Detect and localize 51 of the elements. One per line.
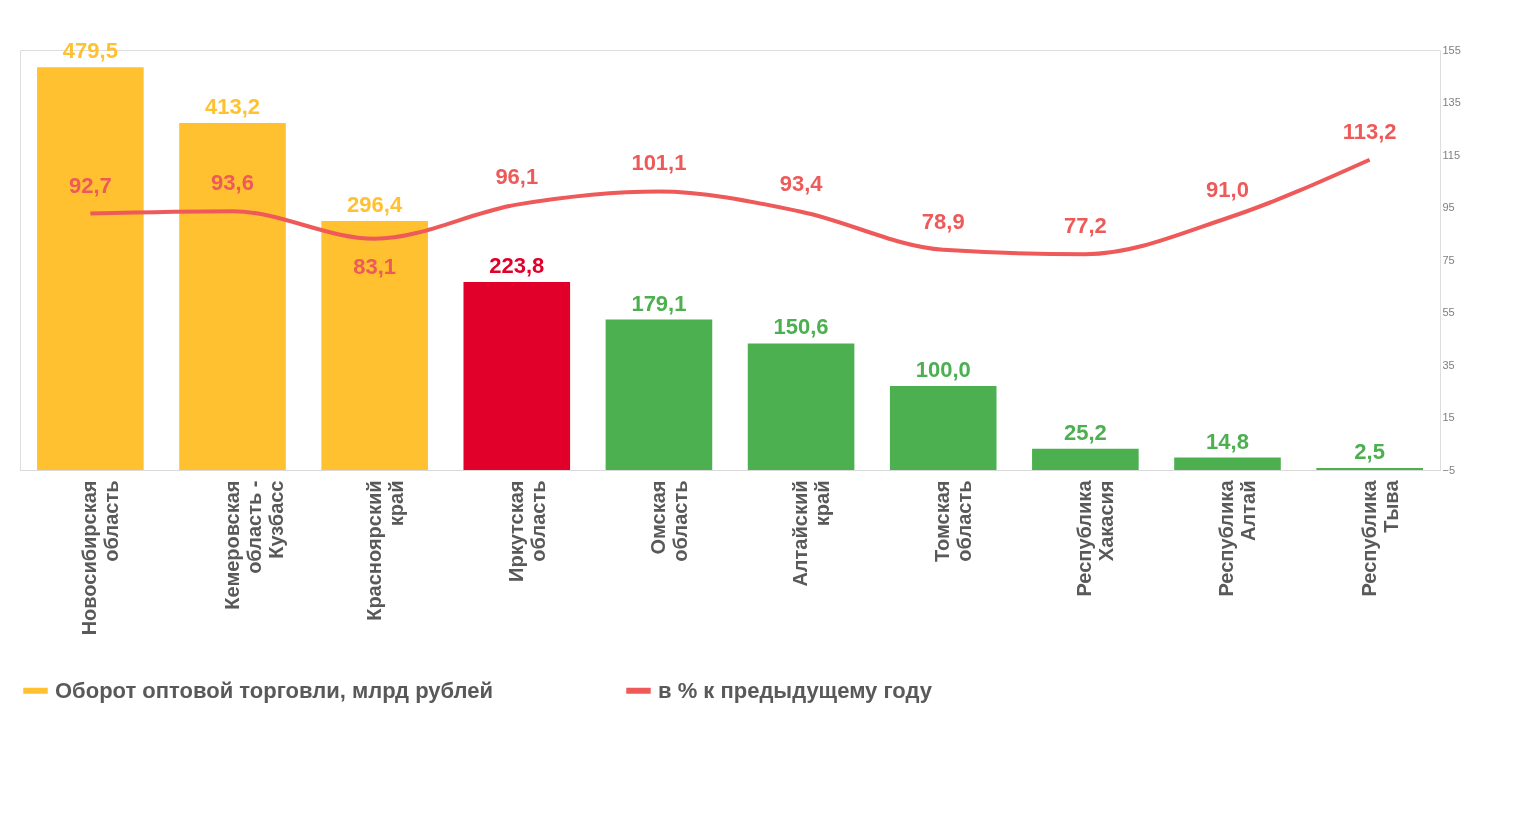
bar: [179, 122, 286, 470]
y2-tick-label: −5: [1442, 463, 1456, 476]
y2-tick-label: 35: [1442, 358, 1455, 371]
data-label: 101,1: [631, 150, 687, 176]
y2-tick-label: 95: [1442, 201, 1455, 213]
data-label: 113,2: [1342, 118, 1397, 144]
data-label: 14,8: [1206, 428, 1249, 454]
legend-label: в % к предыдущему году: [658, 677, 933, 703]
data-label: 179,1: [631, 290, 687, 316]
x-tick-label: Иркутская область: [504, 480, 549, 582]
bar: [37, 67, 144, 470]
x-tick-label: Красноярский край: [362, 480, 407, 621]
x-tick-label: Томская область: [931, 480, 976, 562]
data-label: 479,5: [62, 38, 118, 64]
x-tick-label: Республика Тыва: [1357, 479, 1402, 597]
data-label: 150,6: [773, 314, 829, 340]
data-label: 223,8: [489, 253, 545, 279]
y2-tick-label: 15: [1442, 411, 1455, 423]
data-label: 296,4: [347, 192, 403, 218]
data-label: 93,4: [779, 170, 824, 196]
y2-tick-label: 55: [1442, 306, 1455, 318]
x-tick-label: Новосибирская область: [78, 480, 123, 636]
x-tick-label: Республика Хакасия: [1073, 479, 1118, 597]
data-label: 100,0: [915, 357, 971, 382]
x-tick-label: Омская область: [646, 480, 691, 562]
data-label: 96,1: [495, 163, 539, 189]
data-label: 413,2: [204, 93, 261, 119]
data-label: 25,2: [1063, 419, 1107, 445]
x-tick-label: Республика Алтай: [1215, 479, 1260, 597]
y2-tick-label: 155: [1442, 43, 1461, 56]
bar: [1032, 448, 1139, 470]
data-label: 83,1: [353, 253, 397, 279]
bar: [1316, 467, 1423, 470]
x-tick-label: Алтайский край: [789, 480, 834, 587]
y2-tick-label: 75: [1442, 253, 1455, 266]
data-label: 77,2: [1063, 213, 1107, 239]
y2-tick-label: 135: [1442, 96, 1461, 108]
data-label: 92,7: [68, 172, 112, 198]
data-label: 78,9: [921, 208, 965, 234]
bar: [747, 343, 855, 470]
data-label: 93,6: [211, 170, 254, 196]
bar: [321, 221, 428, 470]
data-label: 2,5: [1354, 438, 1385, 464]
bar: [605, 319, 713, 470]
data-label: 91,0: [1206, 177, 1249, 202]
x-tick-label: Кемеровская область - Кузбасс: [220, 480, 287, 610]
y2-tick-label: 115: [1442, 148, 1461, 161]
bar: [1174, 457, 1281, 470]
bar: [889, 386, 997, 470]
bar: [463, 282, 571, 470]
legend-label: Оборот оптовой торговли, млрд рублей: [55, 677, 494, 703]
